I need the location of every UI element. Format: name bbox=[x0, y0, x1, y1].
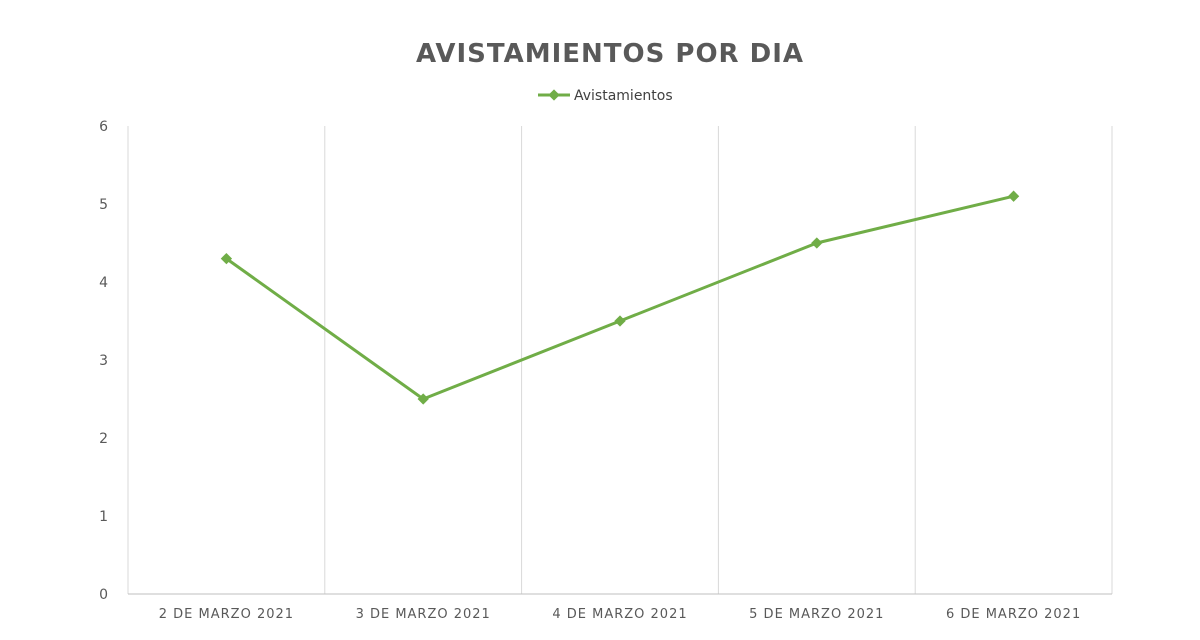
x-tick-label: 4 DE MARZO 2021 bbox=[552, 607, 687, 622]
series-avistamientos bbox=[220, 190, 1020, 405]
y-tick-label: 1 bbox=[99, 509, 108, 525]
chart-title: AVISTAMIENTOS POR DIA bbox=[416, 39, 804, 69]
y-tick-label: 6 bbox=[99, 119, 108, 135]
data-point bbox=[220, 252, 233, 265]
x-tick-label: 5 DE MARZO 2021 bbox=[749, 607, 884, 622]
x-tick-label: 6 DE MARZO 2021 bbox=[946, 607, 1081, 622]
series-line bbox=[225, 194, 1014, 401]
y-axis: 0 1 2 3 4 5 6 bbox=[99, 119, 108, 603]
y-tick-label: 4 bbox=[99, 275, 108, 291]
data-point bbox=[614, 315, 626, 327]
legend: Avistamientos bbox=[538, 88, 673, 104]
legend-diamond-icon bbox=[548, 89, 560, 101]
y-tick-label: 0 bbox=[99, 587, 108, 603]
data-point bbox=[1007, 190, 1020, 202]
data-point bbox=[417, 393, 429, 405]
y-tick-label: 3 bbox=[99, 353, 108, 369]
y-tick-label: 2 bbox=[99, 431, 108, 447]
grid bbox=[127, 126, 1113, 595]
data-point bbox=[811, 237, 823, 249]
x-tick-label: 2 DE MARZO 2021 bbox=[159, 607, 294, 622]
x-axis: 2 DE MARZO 2021 3 DE MARZO 2021 4 DE MARZO… bbox=[159, 607, 1081, 622]
x-tick-label: 3 DE MARZO 2021 bbox=[356, 607, 491, 622]
legend-label: Avistamientos bbox=[574, 88, 673, 104]
y-tick-label: 5 bbox=[99, 197, 108, 213]
